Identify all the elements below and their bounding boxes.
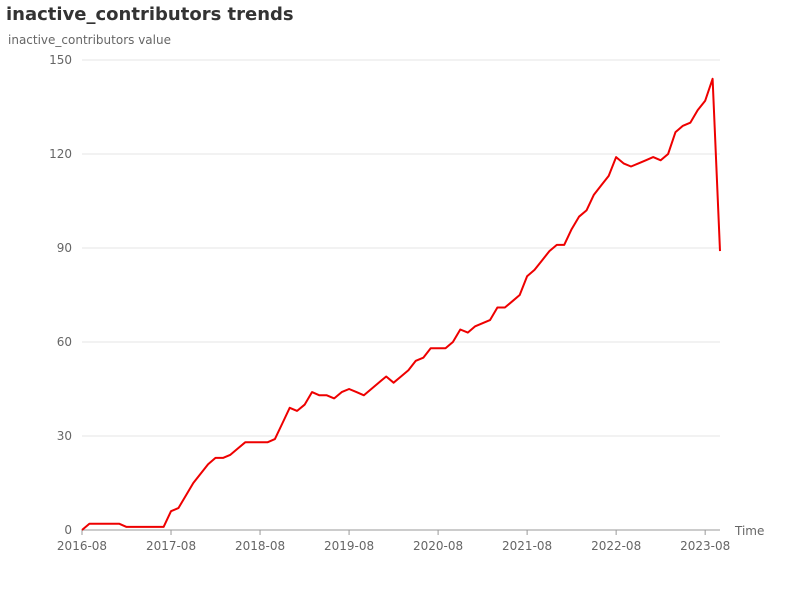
- x-tick-label: 2023-08: [680, 539, 730, 553]
- x-tick-label: 2018-08: [235, 539, 285, 553]
- y-tick-label: 0: [64, 523, 72, 537]
- x-tick-label: 2022-08: [591, 539, 641, 553]
- x-axis-label: Time: [734, 524, 764, 538]
- chart-title: inactive_contributors trends: [6, 4, 294, 25]
- x-tick-label: 2019-08: [324, 539, 374, 553]
- y-axis-label: inactive_contributors value: [8, 33, 171, 47]
- grid: [82, 59, 720, 437]
- y-tick-label: 60: [57, 335, 72, 349]
- x-tick-label: 2017-08: [146, 539, 196, 553]
- y-tick-label: 150: [49, 53, 72, 67]
- x-tick-label: 2016-08: [57, 539, 107, 553]
- x-tick-label: 2021-08: [502, 539, 552, 553]
- x-tick-label: 2020-08: [413, 539, 463, 553]
- x-axis-ticks: 2016-08 2017-08 2018-08 2019-08 2020-08 2021-…: [57, 530, 730, 553]
- series-layer: [81, 77, 721, 531]
- series-line: [81, 77, 721, 531]
- y-tick-label: 30: [57, 429, 72, 443]
- y-axis-ticks: 0 30 60 90 120 150: [49, 53, 72, 537]
- y-tick-label: 120: [49, 147, 72, 161]
- y-tick-label: 90: [57, 241, 72, 255]
